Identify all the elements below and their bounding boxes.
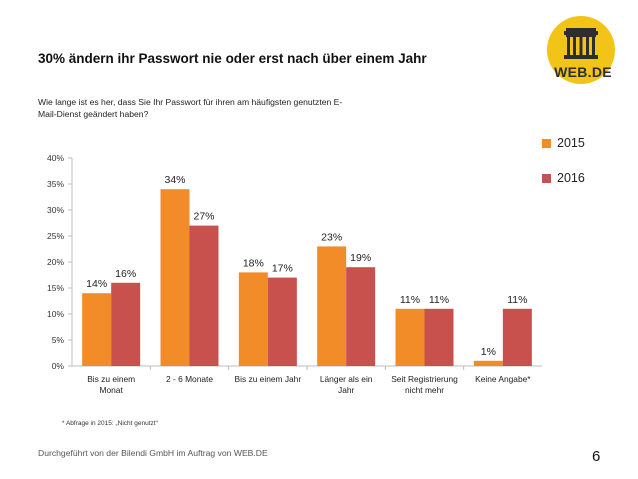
y-tick-label: 30% — [47, 205, 64, 215]
legend-swatch-2015 — [542, 138, 551, 148]
x-category-label: Bis zu einem Jahr — [235, 374, 302, 384]
data-label-2016: 11% — [429, 294, 449, 306]
x-category-label: Länger als ein — [320, 374, 373, 384]
y-tick-label: 35% — [47, 179, 64, 189]
y-tick-label: 10% — [47, 309, 64, 319]
survey-question: Wie lange ist es her, dass Sie Ihr Passw… — [38, 96, 398, 120]
data-label-2016: 11% — [507, 294, 527, 306]
y-tick-label: 0% — [52, 361, 65, 371]
y-tick-label: 40% — [47, 153, 64, 163]
bar-2016 — [424, 308, 454, 366]
y-tick-label: 5% — [52, 335, 65, 345]
legend-label-2015: 2015 — [557, 136, 585, 150]
footnote: * Abfrage in 2015: „Nicht genutzt“ — [62, 420, 158, 427]
bar-2015 — [160, 189, 190, 366]
bar-2016 — [267, 277, 297, 366]
legend-label-2016: 2016 — [557, 171, 585, 185]
bar-2015 — [82, 293, 112, 366]
legend-item-2015: 2015 — [542, 135, 585, 151]
data-label-2016: 16% — [115, 268, 136, 280]
slide-title: 30% ändern ihr Passwort nie oder erst na… — [38, 51, 427, 66]
bar-2016 — [502, 308, 532, 366]
survey-question-line-2: Mail-Dienst geändert haben? — [38, 109, 149, 119]
survey-question-line-1: Wie lange ist es her, dass Sie Ihr Passw… — [38, 97, 343, 107]
data-label-2015: 23% — [321, 231, 342, 243]
logo-wordmark: WEB.DE — [554, 64, 612, 80]
data-label-2015: 14% — [86, 278, 107, 290]
legend-swatch-2016 — [542, 173, 551, 183]
data-label-2015: 18% — [243, 257, 264, 269]
legend-item-2016: 2016 — [542, 170, 585, 186]
bar-2015 — [473, 360, 503, 366]
footer-credit: Durchgeführt von der Bilendi GmbH im Auf… — [38, 448, 268, 458]
webde-logo-icon — [547, 16, 615, 84]
data-label-2016: 27% — [193, 211, 214, 223]
bar-2015 — [395, 308, 425, 366]
data-label-2015: 34% — [164, 174, 185, 186]
y-tick-label: 20% — [47, 257, 64, 267]
bar-2016 — [111, 282, 141, 366]
x-category-label: nicht mehr — [405, 385, 444, 395]
x-category-label: Keine Angabe* — [475, 374, 531, 384]
x-category-label: Seit Registrierung — [391, 374, 458, 384]
page-number: 6 — [592, 448, 601, 465]
data-label-2015: 11% — [400, 294, 420, 306]
brandenburg-gate-icon — [564, 28, 598, 59]
y-tick-label: 25% — [47, 231, 64, 241]
bar-2016 — [346, 267, 376, 366]
y-tick-label: 15% — [47, 283, 64, 293]
data-label-2016: 17% — [272, 263, 293, 275]
bar-2015 — [238, 272, 268, 366]
x-category-label: Bis zu einem — [87, 374, 135, 384]
x-category-label: Monat — [100, 385, 124, 395]
x-category-label: 2 - 6 Monate — [166, 374, 213, 384]
data-label-2016: 19% — [350, 252, 371, 264]
x-category-label: Jahr — [338, 385, 355, 395]
bar-2016 — [189, 225, 219, 366]
data-label-2015: 1% — [481, 346, 496, 358]
bar-2015 — [317, 246, 347, 366]
